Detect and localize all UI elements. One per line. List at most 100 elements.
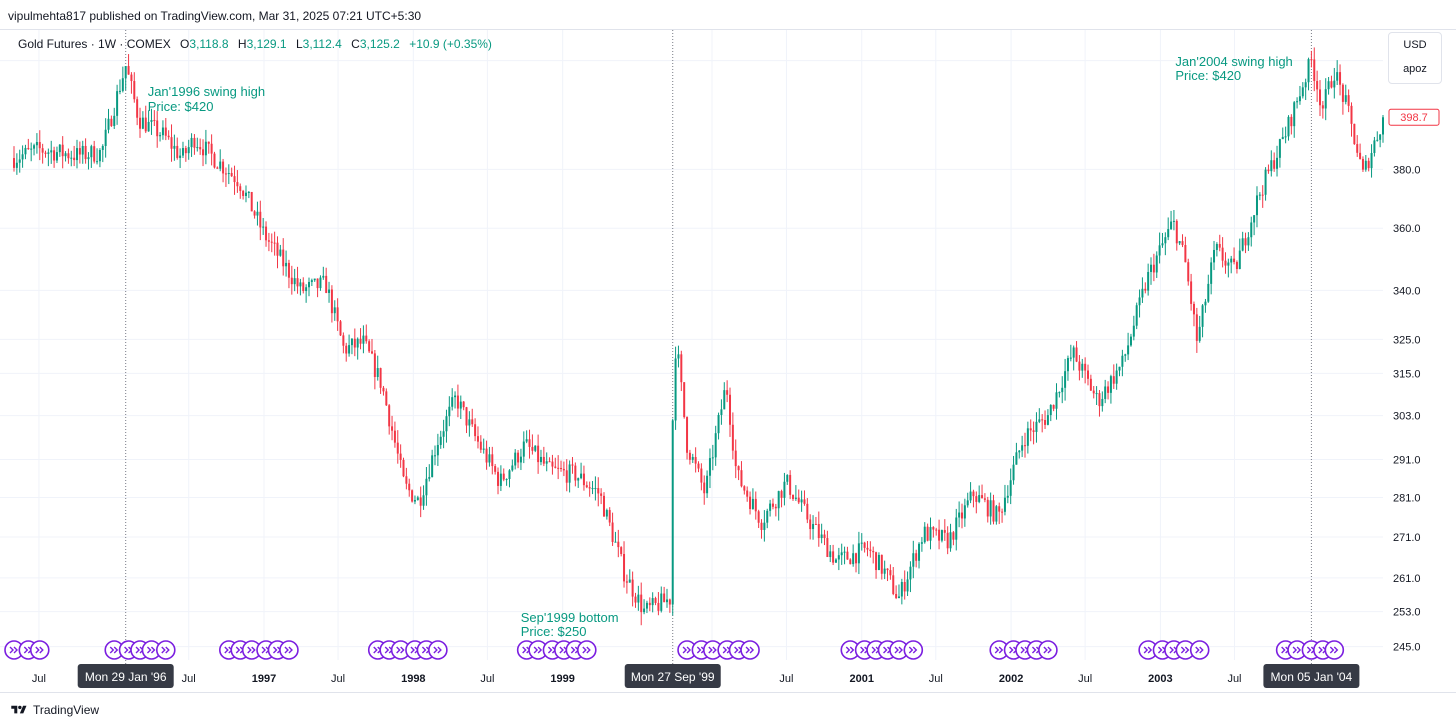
candle-body	[754, 498, 757, 512]
candle-body	[534, 445, 537, 451]
time-tick-label: Jul	[182, 673, 196, 685]
currency-label[interactable]: USD	[1403, 39, 1427, 51]
date-marker-box	[624, 664, 721, 688]
candle-body	[164, 127, 167, 136]
candle-body	[602, 495, 605, 517]
candle-body	[1293, 102, 1296, 127]
candle-body	[574, 465, 577, 481]
candle-body	[1152, 264, 1155, 273]
candle-body	[497, 471, 500, 486]
candle-body	[385, 391, 388, 406]
candle-body	[1361, 158, 1364, 170]
event-icon-glyph	[1180, 646, 1190, 654]
candle-body	[1316, 80, 1319, 90]
candle-body	[588, 487, 591, 489]
candle-body	[1373, 140, 1376, 154]
candle-body	[336, 307, 339, 322]
candle-body	[777, 491, 780, 509]
candle-body	[757, 511, 760, 523]
candle-body	[960, 512, 963, 519]
candle-body	[1129, 336, 1132, 346]
candle-body	[236, 182, 239, 187]
candle-body	[445, 416, 448, 432]
candle-body	[1009, 480, 1012, 496]
candle-body	[139, 117, 142, 129]
event-icon	[428, 640, 448, 660]
change-value: +10.9 (+0.35%)	[409, 37, 492, 51]
candle-body	[657, 602, 660, 611]
candle-body	[379, 368, 382, 388]
candle-body	[843, 551, 846, 553]
candle-body	[943, 530, 946, 533]
candle-body	[949, 532, 952, 549]
candle-body	[577, 478, 580, 481]
footer: TradingView	[0, 692, 1456, 727]
candle-body	[73, 157, 76, 161]
candle-body	[1021, 445, 1024, 451]
candle-body	[276, 242, 279, 256]
candle-body	[545, 461, 548, 464]
candle-body	[1192, 303, 1195, 315]
candle-body	[47, 152, 50, 154]
candle-body	[1221, 247, 1224, 261]
candle-body	[356, 338, 359, 348]
price-tick-label: 303.0	[1393, 411, 1421, 423]
candle-body	[926, 526, 929, 541]
candle-body	[531, 446, 534, 451]
price-axis-settings[interactable]: USD apoz	[1388, 32, 1442, 84]
candle-body	[1072, 347, 1075, 358]
event-icon-ring	[279, 640, 299, 660]
candle-body	[1066, 358, 1069, 372]
scale-mode-label[interactable]: apoz	[1403, 63, 1427, 75]
event-icon-glyph	[1195, 646, 1204, 654]
tradingview-logo[interactable]: TradingView	[10, 703, 99, 717]
open-label: O	[180, 37, 190, 51]
candle-body	[1006, 495, 1009, 498]
price-tick-label: 315.0	[1393, 368, 1421, 380]
candle-body	[468, 419, 471, 426]
candle-body	[846, 551, 849, 560]
candle-body	[67, 153, 70, 159]
candle-body	[1023, 445, 1026, 447]
candle-body	[1258, 194, 1261, 196]
candle-body	[267, 240, 270, 242]
candle-body	[700, 468, 703, 483]
candle-body	[422, 495, 425, 506]
candle-body	[740, 470, 743, 487]
candle-body	[1181, 241, 1184, 246]
candle-body	[1270, 160, 1273, 172]
event-icon-ring	[903, 640, 924, 660]
event-icon	[1324, 640, 1345, 660]
candle-body	[537, 445, 540, 463]
candle-body	[582, 473, 585, 486]
candle-body	[938, 529, 941, 541]
candle-body	[508, 470, 511, 480]
candle-body	[287, 262, 290, 278]
candle-body	[995, 506, 998, 522]
candle-body	[13, 158, 15, 168]
candle-body	[674, 358, 677, 421]
candle-body	[156, 120, 159, 137]
candle-body	[1112, 376, 1115, 384]
candle-body	[783, 481, 786, 498]
candle-body	[436, 444, 439, 456]
event-icon	[903, 640, 924, 660]
candle-body	[505, 479, 508, 481]
candle-body	[319, 277, 322, 289]
price-tick-label: 340.0	[1393, 285, 1421, 297]
candle-body	[554, 466, 557, 468]
candle-body	[814, 523, 817, 525]
symbol-legend[interactable]: Gold Futures · 1W · COMEX O3,118.8 H3,12…	[18, 37, 492, 51]
candle-body	[273, 242, 276, 244]
candle-body	[1029, 428, 1032, 431]
candle-body	[179, 155, 182, 158]
candle-body	[1003, 497, 1006, 512]
candle-body	[1141, 288, 1144, 298]
annotation-title: Jan'1996 swing high	[148, 84, 265, 99]
candle-body	[1081, 363, 1084, 371]
candle-body	[101, 146, 104, 150]
candle-body	[1089, 378, 1092, 391]
candle-body	[935, 529, 938, 531]
event-icon	[1189, 640, 1210, 660]
